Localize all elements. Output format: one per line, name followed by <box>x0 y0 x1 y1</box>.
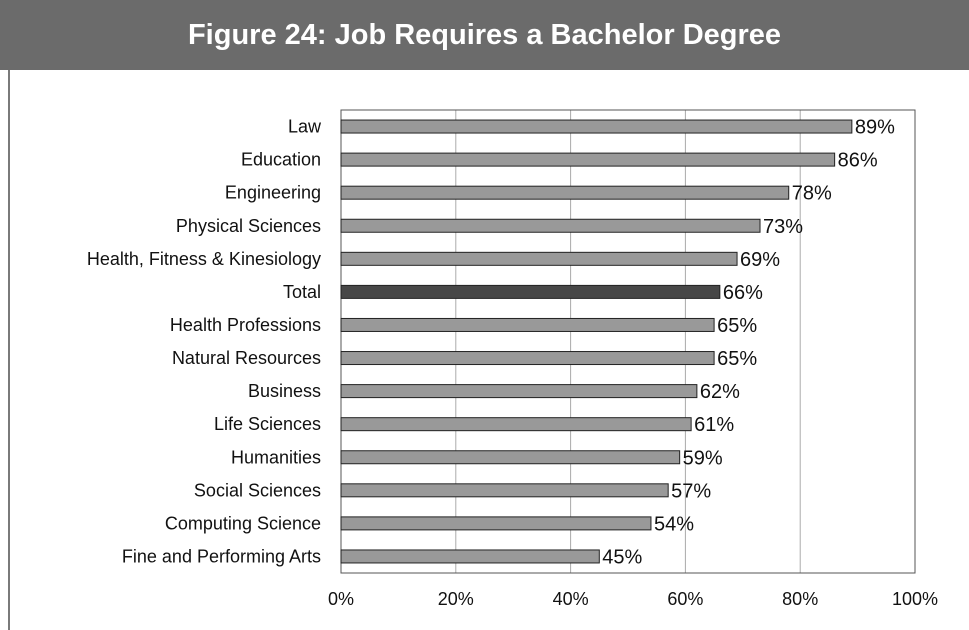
value-label: 57% <box>671 480 711 502</box>
category-label: Computing Science <box>165 513 321 533</box>
category-label: Education <box>241 150 321 170</box>
x-tick-label: 0% <box>328 589 354 609</box>
category-label: Fine and Performing Arts <box>122 546 321 566</box>
category-label: Engineering <box>225 183 321 203</box>
category-label: Life Sciences <box>214 414 321 434</box>
category-label: Physical Sciences <box>176 216 321 236</box>
bar <box>340 218 761 233</box>
bar <box>340 152 836 167</box>
value-label: 78% <box>792 183 832 205</box>
category-label: Business <box>248 381 321 401</box>
value-label: 62% <box>700 381 740 403</box>
category-label: Natural Resources <box>172 348 321 368</box>
chart-title: Figure 24: Job Requires a Bachelor Degre… <box>0 0 969 70</box>
bar <box>340 549 600 564</box>
bar <box>340 351 715 366</box>
bar <box>340 317 715 332</box>
value-label: 59% <box>683 447 723 469</box>
value-label: 69% <box>740 249 780 271</box>
category-label: Humanities <box>231 447 321 467</box>
category-label: Law <box>288 117 322 137</box>
category-label: Total <box>283 282 321 302</box>
category-label: Health Professions <box>170 315 321 335</box>
bar <box>340 284 721 299</box>
plot-border <box>340 109 916 574</box>
x-tick-label: 20% <box>438 589 474 609</box>
x-tick-label: 80% <box>782 589 818 609</box>
value-label: 61% <box>694 414 734 436</box>
value-label: 89% <box>855 117 895 139</box>
bar-chart: Law 89% Education 86% Engineering 78% Physical… <box>87 109 938 609</box>
value-label: 45% <box>602 546 642 568</box>
bar <box>340 251 738 266</box>
left-border-rule <box>8 70 10 630</box>
bar <box>340 516 652 531</box>
value-label: 86% <box>838 150 878 172</box>
value-label: 65% <box>717 348 757 370</box>
category-label: Health, Fitness & Kinesiology <box>87 249 321 269</box>
x-tick-label: 60% <box>667 589 703 609</box>
x-tick-label: 100% <box>892 589 938 609</box>
category-label: Social Sciences <box>194 480 321 500</box>
bar <box>340 417 692 432</box>
value-label: 66% <box>723 282 763 304</box>
bar <box>340 119 853 134</box>
x-tick-label: 40% <box>553 589 589 609</box>
bar <box>340 450 681 465</box>
value-label: 54% <box>654 513 694 535</box>
value-label: 65% <box>717 315 757 337</box>
value-label: 73% <box>763 216 803 238</box>
bar <box>340 483 669 498</box>
bar <box>340 384 698 399</box>
plot-area <box>341 110 915 573</box>
bar <box>340 185 790 200</box>
